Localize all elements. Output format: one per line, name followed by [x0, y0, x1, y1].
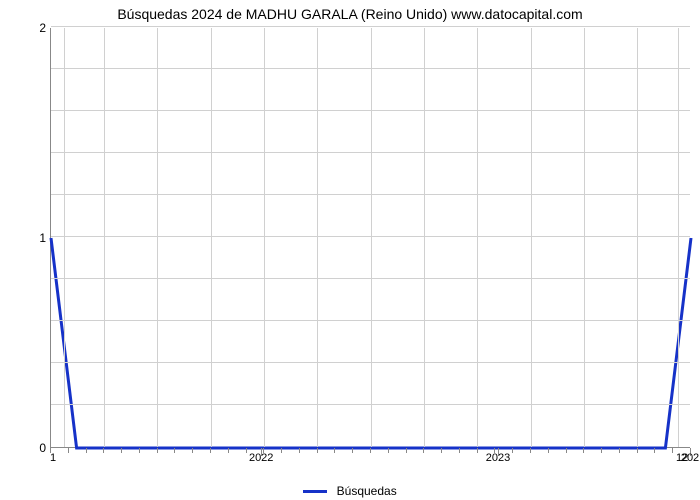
x-minor-tick: [299, 448, 300, 453]
gridline-horizontal: [51, 26, 690, 27]
x-minor-tick: [619, 448, 620, 453]
x-minor-tick: [68, 448, 69, 453]
x-minor-tick: [654, 448, 655, 453]
x-minor-tick: [566, 448, 567, 453]
gridline-vertical: [211, 28, 212, 447]
gridline-vertical: [678, 28, 679, 447]
legend-swatch: [303, 490, 327, 493]
x-minor-tick: [210, 448, 211, 453]
x-minor-tick: [406, 448, 407, 453]
gridline-vertical: [424, 28, 425, 447]
x-minor-tick: [441, 448, 442, 453]
x-minor-tick: [352, 448, 353, 453]
gridline-vertical: [104, 28, 105, 447]
x-minor-tick: [86, 448, 87, 453]
legend: Búsquedas: [0, 484, 700, 498]
x-minor-tick: [530, 448, 531, 453]
gridline-vertical: [264, 28, 265, 447]
x-minor-tick: [512, 448, 513, 453]
chart-title: Búsquedas 2024 de MADHU GARALA (Reino Un…: [0, 6, 700, 22]
gridline-vertical: [157, 28, 158, 447]
gridline-vertical: [371, 28, 372, 447]
x-minor-tick: [459, 448, 460, 453]
x-minor-tick: [601, 448, 602, 453]
x-minor-tick: [583, 448, 584, 453]
x-tick-label: 2023: [486, 452, 510, 464]
gridline-vertical: [531, 28, 532, 447]
x-left-label: 1: [50, 452, 56, 464]
x-minor-tick: [672, 448, 673, 453]
legend-label: Búsquedas: [337, 484, 397, 498]
x-minor-tick: [637, 448, 638, 453]
x-minor-tick: [121, 448, 122, 453]
x-minor-tick: [281, 448, 282, 453]
x-minor-tick: [157, 448, 158, 453]
x-minor-tick: [388, 448, 389, 453]
gridline-vertical: [317, 28, 318, 447]
x-minor-tick: [334, 448, 335, 453]
x-tick-label: 2022: [249, 452, 273, 464]
x-minor-tick: [103, 448, 104, 453]
gridline-vertical: [584, 28, 585, 447]
x-minor-tick: [246, 448, 247, 453]
x-minor-tick: [423, 448, 424, 453]
plot-area: [50, 28, 690, 448]
gridline-vertical: [64, 28, 65, 447]
chart-container: Búsquedas 2024 de MADHU GARALA (Reino Un…: [0, 0, 700, 500]
x-minor-tick: [139, 448, 140, 453]
x-minor-tick: [477, 448, 478, 453]
x-minor-tick: [317, 448, 318, 453]
y-tick-label: 0: [6, 441, 46, 455]
x-right-label: 12: [676, 452, 688, 464]
x-minor-tick: [228, 448, 229, 453]
y-tick-label: 1: [6, 231, 46, 245]
gridline-vertical: [637, 28, 638, 447]
x-minor-tick: [370, 448, 371, 453]
x-minor-tick: [548, 448, 549, 453]
x-minor-tick: [192, 448, 193, 453]
gridline-vertical: [477, 28, 478, 447]
y-tick-label: 2: [6, 21, 46, 35]
x-minor-tick: [174, 448, 175, 453]
